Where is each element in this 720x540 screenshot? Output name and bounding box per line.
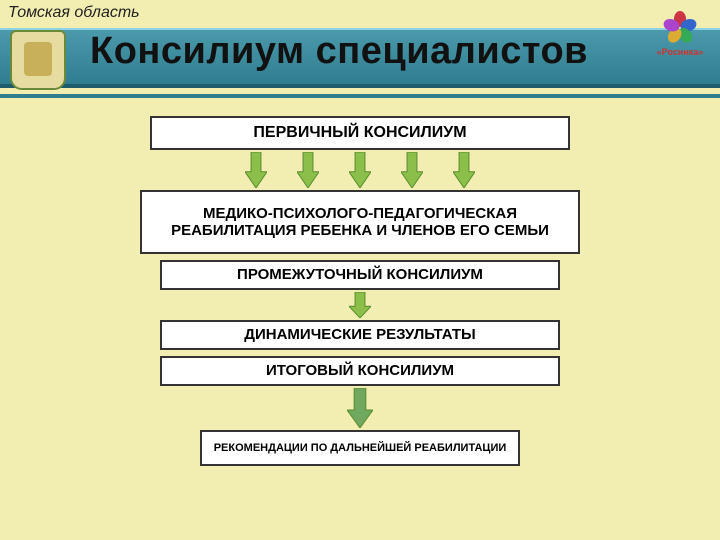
org-logo: «Росинка»: [652, 6, 708, 62]
flow-box-dynamic: ДИНАМИЧЕСКИЕ РЕЗУЛЬТАТЫ: [160, 320, 560, 350]
arrow-row: [349, 290, 371, 320]
crest-icon: [10, 30, 66, 90]
down-arrow-icon: [349, 292, 371, 318]
down-arrow-icon: [453, 152, 475, 188]
flower-icon: [663, 11, 697, 45]
header: Томская область Консилиум специалистов «…: [0, 0, 720, 100]
header-underline: [0, 94, 720, 98]
down-arrow-icon: [297, 152, 319, 188]
flow-box-primary: ПЕРВИЧНЫЙ КОНСИЛИУМ: [150, 116, 570, 150]
flow-box-rehab: МЕДИКО-ПСИХОЛОГО-ПЕДАГОГИЧЕСКАЯ РЕАБИЛИТ…: [140, 190, 580, 254]
down-arrow-icon: [401, 152, 423, 188]
flowchart: ПЕРВИЧНЫЙ КОНСИЛИУМ МЕДИКО-ПСИХОЛОГО-ПЕД…: [0, 110, 720, 540]
arrow-row: [347, 386, 373, 430]
flow-box-recommend: РЕКОМЕНДАЦИИ ПО ДАЛЬНЕЙШЕЙ РЕАБИЛИТАЦИИ: [200, 430, 520, 466]
down-arrow-icon: [347, 388, 373, 428]
arrow-row: [245, 150, 475, 190]
flow-box-final: ИТОГОВЫЙ КОНСИЛИУМ: [160, 356, 560, 386]
down-arrow-icon: [349, 152, 371, 188]
page-title: Консилиум специалистов: [90, 14, 640, 88]
flow-box-interim: ПРОМЕЖУТОЧНЫЙ КОНСИЛИУМ: [160, 260, 560, 290]
down-arrow-icon: [245, 152, 267, 188]
org-logo-text: «Росинка»: [657, 47, 704, 57]
